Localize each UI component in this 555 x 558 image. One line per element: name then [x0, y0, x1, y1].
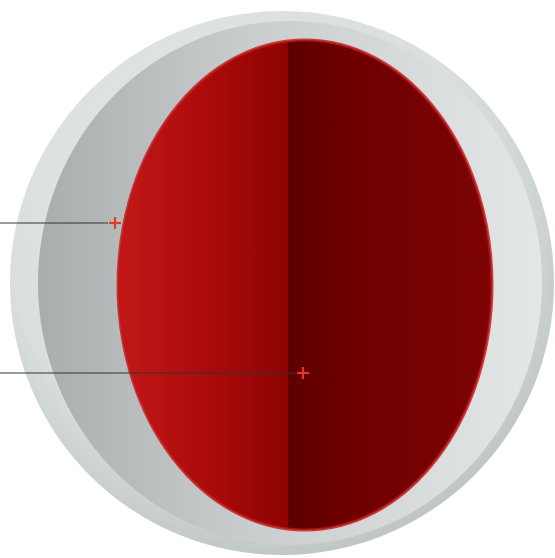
inner-shell-callout-marker: [109, 217, 121, 229]
core-callout-marker: [297, 367, 309, 379]
core-rim: [116, 38, 494, 532]
